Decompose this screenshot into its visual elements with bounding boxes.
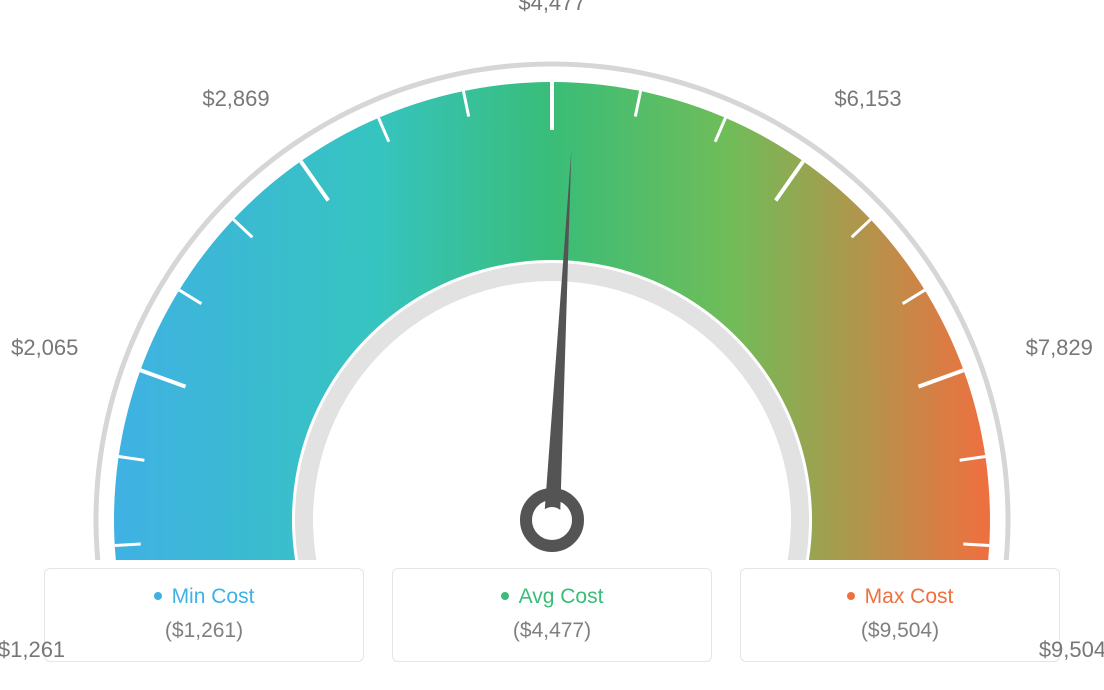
gauge-scale-label: $7,829 bbox=[1026, 335, 1093, 361]
legend-avg-value: ($4,477) bbox=[413, 619, 691, 643]
gauge-scale-label: $2,065 bbox=[11, 335, 78, 361]
gauge-svg bbox=[0, 0, 1104, 560]
gauge-chart: $1,261$2,065$2,869$4,477$6,153$7,829$9,5… bbox=[0, 0, 1104, 560]
legend-card-avg: Avg Cost ($4,477) bbox=[392, 568, 712, 662]
legend-min-value: ($1,261) bbox=[65, 619, 343, 643]
legend-max-label: Max Cost bbox=[761, 585, 1039, 609]
gauge-scale-label: $6,153 bbox=[834, 86, 901, 112]
legend-min-label: Min Cost bbox=[65, 585, 343, 609]
legend-card-max: Max Cost ($9,504) bbox=[740, 568, 1060, 662]
gauge-scale-label: $4,477 bbox=[518, 0, 585, 16]
legend-row: Min Cost ($1,261) Avg Cost ($4,477) Max … bbox=[0, 568, 1104, 662]
gauge-scale-label: $2,869 bbox=[202, 86, 269, 112]
legend-avg-label: Avg Cost bbox=[413, 585, 691, 609]
gauge-scale-label: $9,504 bbox=[1039, 637, 1104, 663]
gauge-scale-label: $1,261 bbox=[0, 637, 65, 663]
legend-card-min: Min Cost ($1,261) bbox=[44, 568, 364, 662]
legend-max-value: ($9,504) bbox=[761, 619, 1039, 643]
